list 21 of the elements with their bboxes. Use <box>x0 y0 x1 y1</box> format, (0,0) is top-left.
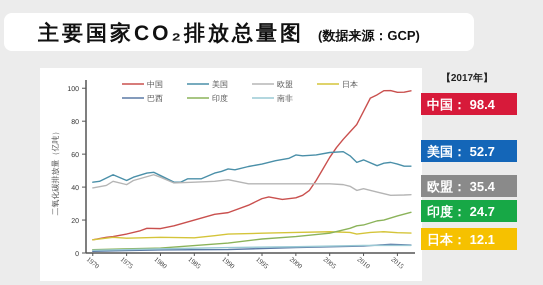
legend-label: 巴西 <box>147 94 163 103</box>
line-series <box>92 174 412 196</box>
text: 印度： 24.7 <box>427 204 495 219</box>
legend-label: 日本 <box>342 80 358 89</box>
line-series <box>92 212 412 250</box>
line-series <box>92 231 412 241</box>
y-axis-title: 二氧化碳排放量（亿吨） <box>51 128 60 216</box>
text: 欧盟： 35.4 <box>427 179 496 194</box>
text: 中国： 98.4 <box>427 97 496 112</box>
chart-title: 主要国家CO₂排放总量图 <box>37 21 304 45</box>
text: 美国： 52.7 <box>426 144 495 159</box>
text: 日本： 12.1 <box>427 232 495 247</box>
legend-label: 南非 <box>277 94 293 103</box>
legend-label: 欧盟 <box>277 80 293 89</box>
legend-label: 美国 <box>212 80 228 89</box>
text: 【2017年】 <box>440 72 494 84</box>
line-series <box>92 90 412 241</box>
chart-subtitle: (数据来源：GCP) <box>318 28 420 43</box>
legend-label: 印度 <box>212 94 228 103</box>
line-series <box>92 150 412 183</box>
legend-label: 中国 <box>147 80 163 89</box>
